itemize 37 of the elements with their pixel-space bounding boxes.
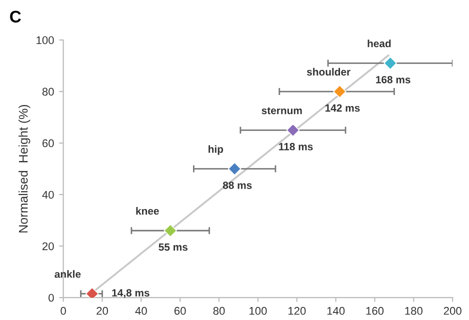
x-tick-label: 40 xyxy=(135,306,147,315)
x-tick-label: 100 xyxy=(250,306,267,315)
series-label: hip xyxy=(208,145,224,155)
x-tick-label: 120 xyxy=(288,306,306,315)
x-tick-label: 20 xyxy=(96,306,108,315)
series-label: head xyxy=(368,40,391,48)
x-tick-label: 140 xyxy=(327,306,345,315)
point xyxy=(384,56,397,70)
y-tick-label: 40 xyxy=(42,190,54,199)
series-label: knee xyxy=(136,207,159,215)
y-tick-label: 60 xyxy=(42,139,54,148)
x-tick-label: 200 xyxy=(444,306,462,315)
annotation: 142 ms xyxy=(325,104,360,112)
annotation: 55 ms xyxy=(158,244,188,251)
chart-title: C xyxy=(10,10,21,23)
y-axis-title: Normalised Height (%) xyxy=(18,104,30,232)
point xyxy=(85,287,99,298)
annotation: 14,8 ms xyxy=(112,289,150,298)
y-tick-label: 100 xyxy=(36,36,54,44)
point xyxy=(228,162,242,176)
y-tick-label: 20 xyxy=(42,242,54,250)
annotation: 88 ms xyxy=(222,182,252,189)
series-label: sternum xyxy=(262,107,302,114)
series-label: shoulder xyxy=(306,68,350,76)
x-tick-label: 180 xyxy=(405,306,422,315)
x-tick-label: 60 xyxy=(174,306,186,315)
point xyxy=(333,84,346,98)
x-tick-label: 80 xyxy=(213,306,225,315)
point xyxy=(286,124,300,137)
y-tick-label: 80 xyxy=(42,88,54,96)
x-tick-label: 0 xyxy=(60,306,66,315)
annotation: 118 ms xyxy=(279,142,313,150)
x-tick-label: 160 xyxy=(366,306,384,315)
series-label: ankle xyxy=(54,270,81,278)
point xyxy=(164,224,177,238)
y-tick-label: 0 xyxy=(48,294,54,302)
annotation: 168 ms xyxy=(376,76,410,84)
